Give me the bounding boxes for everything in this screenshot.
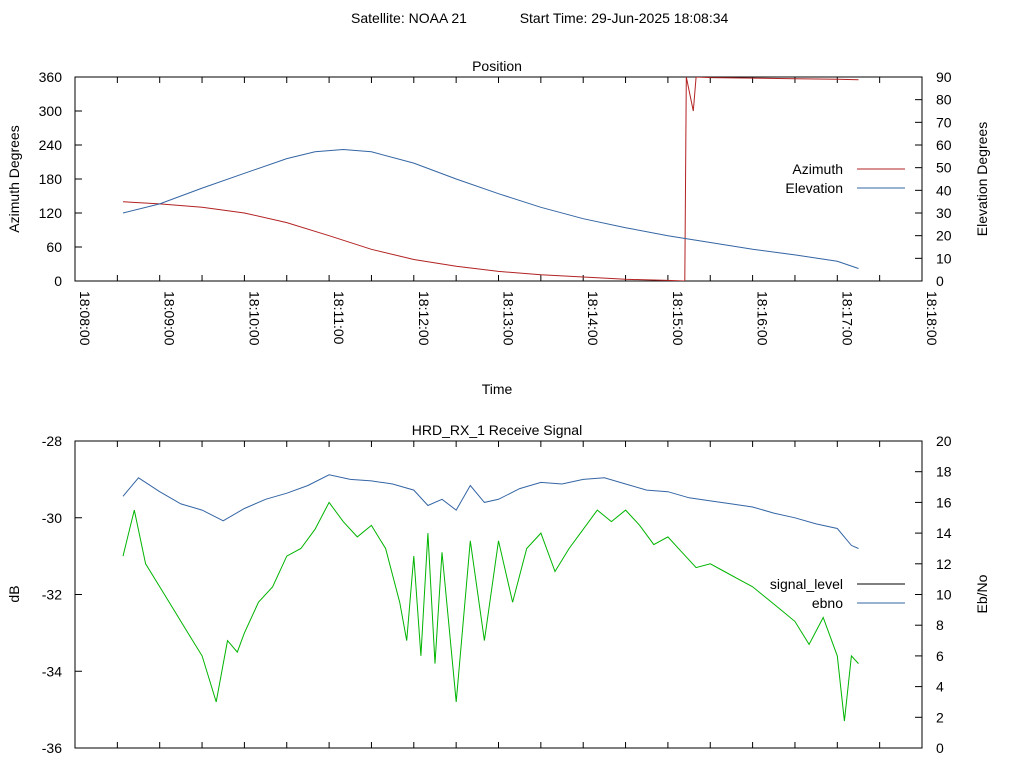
- position-x-tick-label: 18:10:00: [246, 291, 262, 346]
- position-y2-tick-label: 70: [936, 114, 952, 130]
- position-xlabel: Time: [482, 381, 513, 397]
- position-y-tick-label: 60: [46, 239, 62, 255]
- signal-series-line-ebno: [122, 474, 859, 549]
- position-plot-border: [74, 76, 923, 282]
- signal-y-tick-label: -30: [42, 510, 62, 526]
- position-title: Position: [472, 58, 522, 74]
- signal-y-tick-label: -32: [42, 587, 62, 603]
- position-x-tick-label: 18:08:00: [77, 291, 93, 346]
- position-y2-tick-label: 80: [936, 92, 952, 108]
- position-y-tick-label: 240: [39, 137, 63, 153]
- signal-y2-tick-label: 6: [936, 648, 944, 664]
- signal-y-tick-label: -34: [42, 663, 62, 679]
- signal-plot-border: [74, 440, 923, 749]
- signal-y-tick-label: -28: [42, 433, 62, 449]
- signal-y2-tick-label: 2: [936, 709, 944, 725]
- position-x-tick-label: 18:14:00: [585, 291, 601, 346]
- signal-y-tick-label: -36: [42, 740, 62, 756]
- signal-y2-tick-label: 12: [936, 556, 952, 572]
- signal-series-line-signal-level: [122, 501, 859, 722]
- position-series-line-azimuth: [122, 77, 859, 281]
- position-x-tick-label: 18:15:00: [670, 291, 686, 346]
- position-y-tick-label: 300: [39, 103, 63, 119]
- position-x-tick-label: 18:11:00: [331, 291, 347, 345]
- position-series-line-elevation: [122, 148, 859, 269]
- position-y2-tick-label: 40: [936, 182, 952, 198]
- position-chart: Position Time Azimuth Degrees Elevation …: [6, 58, 990, 397]
- signal-y2-tick-label: 0: [936, 740, 944, 756]
- position-ylabel: Azimuth Degrees: [6, 125, 22, 232]
- receive-signal-chart: HRD_RX_1 Receive Signal dB Eb/No -36 -34 -…: [6, 422, 990, 756]
- satellite-label: Satellite: NOAA 21: [351, 10, 467, 26]
- position-y2-tick-label: 50: [936, 160, 952, 176]
- position-y-tick-label: 180: [39, 171, 63, 187]
- signal-y2-tick-label: 18: [936, 464, 952, 480]
- position-x-tick-label: 18:13:00: [501, 291, 517, 346]
- position-legend-label-elevation: Elevation: [785, 180, 843, 196]
- signal-y2-tick-label: 4: [936, 679, 944, 695]
- position-y-tick-label: 120: [39, 205, 63, 221]
- signal-y2label: Eb/No: [974, 574, 990, 613]
- position-x-tick-label: 18:09:00: [162, 291, 178, 346]
- position-x-tick-label: 18:16:00: [755, 291, 771, 346]
- position-y2-tick-label: 90: [936, 69, 952, 85]
- signal-y2-tick-label: 20: [936, 433, 952, 449]
- position-y-tick-label: 360: [39, 69, 63, 85]
- signal-legend-label-ebno: ebno: [812, 595, 843, 611]
- position-x-tick-label: 18:18:00: [924, 291, 940, 346]
- position-y-tick-label: 0: [54, 273, 62, 289]
- position-legend-label-azimuth: Azimuth: [792, 161, 843, 177]
- signal-y2-tick-label: 8: [936, 617, 944, 633]
- position-y2-tick-label: 20: [936, 228, 952, 244]
- position-y2-tick-label: 60: [936, 137, 952, 153]
- start-time-label: Start Time: 29-Jun-2025 18:08:34: [520, 10, 729, 26]
- signal-ylabel: dB: [6, 585, 22, 602]
- position-x-tick-label: 18:12:00: [416, 291, 432, 346]
- position-y2-tick-label: 30: [936, 205, 952, 221]
- signal-title: HRD_RX_1 Receive Signal: [412, 422, 582, 438]
- signal-legend-label-signal-level: signal_level: [770, 576, 843, 592]
- signal-y2-tick-label: 16: [936, 494, 952, 510]
- signal-y2-tick-label: 14: [936, 525, 952, 541]
- signal-y2-tick-label: 10: [936, 587, 952, 603]
- position-y2-tick-label: 10: [936, 250, 952, 266]
- position-y2-tick-label: 0: [936, 273, 944, 289]
- position-y2label: Elevation Degrees: [974, 122, 990, 236]
- position-x-tick-label: 18:17:00: [839, 291, 855, 346]
